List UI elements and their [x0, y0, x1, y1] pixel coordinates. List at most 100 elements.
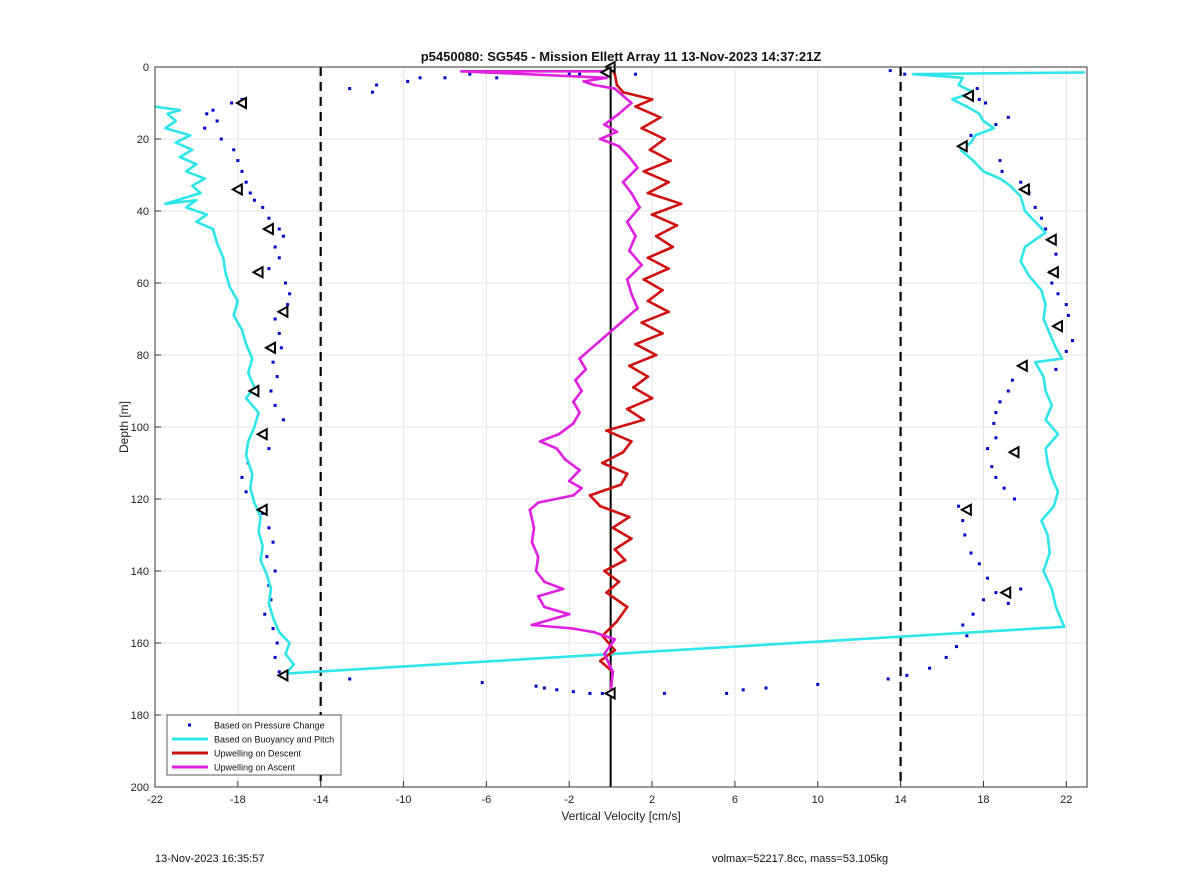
series-point: [615, 83, 619, 87]
triangle-marker: [255, 427, 268, 441]
pressure-point: [288, 292, 292, 296]
pressure-point: [267, 447, 271, 451]
series-point: [592, 83, 596, 87]
pressure-point: [986, 447, 990, 451]
series-point: [625, 605, 629, 609]
pressure-point: [1006, 115, 1010, 119]
legend-item: Upwelling on Descent: [172, 749, 302, 759]
series-point: [571, 400, 575, 404]
x-tick-label: -14: [313, 794, 329, 806]
pressure-point: [273, 245, 277, 249]
series-line: [588, 66, 683, 694]
series-point: [627, 155, 631, 159]
pressure-point: [406, 79, 410, 83]
pressure-point: [244, 180, 248, 184]
series-point: [642, 170, 646, 173]
series-point: [603, 123, 606, 126]
y-tick-label: 120: [131, 494, 149, 506]
x-tick-label: 18: [977, 794, 989, 806]
series-point: [578, 468, 581, 472]
series-point: [621, 180, 625, 184]
x-tick-label: -18: [230, 794, 246, 806]
series-point: [621, 450, 625, 454]
pressure-point: [468, 72, 472, 76]
series-based-on-buoyancy-and-pitch: [154, 71, 1085, 675]
series-point: [603, 335, 606, 339]
legend-label: Based on Buoyancy and Pitch: [214, 735, 334, 745]
y-tick-label: 40: [137, 206, 149, 218]
series-point: [532, 526, 536, 530]
series-point: [578, 411, 581, 414]
series-point: [563, 458, 567, 461]
series-point: [605, 76, 608, 80]
series-point: [615, 620, 619, 623]
series-point: [675, 224, 679, 227]
series-point: [627, 249, 631, 253]
pressure-point: [1033, 205, 1037, 209]
series-point: [648, 148, 652, 152]
triangle-marker: [999, 585, 1012, 600]
series-point: [567, 612, 571, 616]
pressure-point: [252, 198, 256, 202]
series-line: [460, 70, 644, 694]
series-point: [536, 594, 540, 598]
pressure-point: [277, 256, 281, 260]
triangle-marker: [247, 384, 260, 398]
series-point: [658, 116, 662, 119]
series-point: [629, 101, 633, 105]
triangle-marker: [959, 503, 972, 517]
x-tick-label: -22: [147, 794, 163, 806]
series-point: [571, 494, 575, 497]
series-point: [613, 87, 617, 90]
pressure-point: [588, 691, 592, 695]
series-point: [640, 126, 644, 130]
series-point: [598, 504, 602, 508]
series-point: [580, 389, 584, 393]
pressure-point: [211, 108, 215, 112]
pressure-point: [961, 623, 965, 627]
y-tick-label: 200: [131, 782, 149, 794]
pressure-point: [1002, 486, 1006, 490]
series-point: [629, 440, 633, 443]
pressure-point: [219, 137, 223, 141]
series-point: [650, 213, 654, 217]
footer-timestamp: 13-Nov-2023 16:35:57: [155, 853, 265, 865]
pressure-point: [1054, 367, 1058, 371]
x-tick-label: 10: [812, 794, 824, 806]
series-point: [613, 548, 617, 551]
series-point: [671, 245, 675, 249]
series-markers: [230, 60, 1063, 701]
series-point: [613, 648, 617, 652]
series-point: [561, 587, 565, 591]
pressure-point: [240, 475, 244, 479]
pressure-point: [1000, 169, 1004, 173]
pressure-point: [281, 418, 285, 422]
triangle-marker: [1015, 359, 1028, 373]
series-point: [625, 220, 629, 224]
series-point: [623, 558, 627, 562]
legend-label: Upwelling on Ascent: [214, 763, 296, 773]
pressure-point: [348, 87, 352, 91]
pressure-point: [273, 317, 277, 321]
pressure-point: [741, 688, 745, 692]
series-point: [536, 555, 540, 558]
footer-mass-info: volmax=52217.8cc, mass=53.105kg: [712, 853, 889, 865]
series-point: [640, 263, 644, 267]
pressure-point: [261, 205, 265, 209]
legend-swatch: [188, 723, 191, 727]
series-point: [646, 256, 650, 260]
pressure-point: [990, 465, 994, 469]
pressure-point: [955, 645, 959, 649]
pressure-point: [1054, 252, 1058, 256]
triangle-marker: [1050, 319, 1063, 333]
pressure-point: [994, 123, 998, 127]
pressure-point: [957, 504, 961, 508]
triangle-marker: [230, 182, 243, 197]
series-point: [557, 432, 561, 436]
series-point: [580, 486, 584, 490]
pressure-point: [205, 112, 209, 116]
series-point: [661, 288, 664, 292]
series-point: [654, 234, 658, 238]
series-point: [571, 422, 575, 425]
